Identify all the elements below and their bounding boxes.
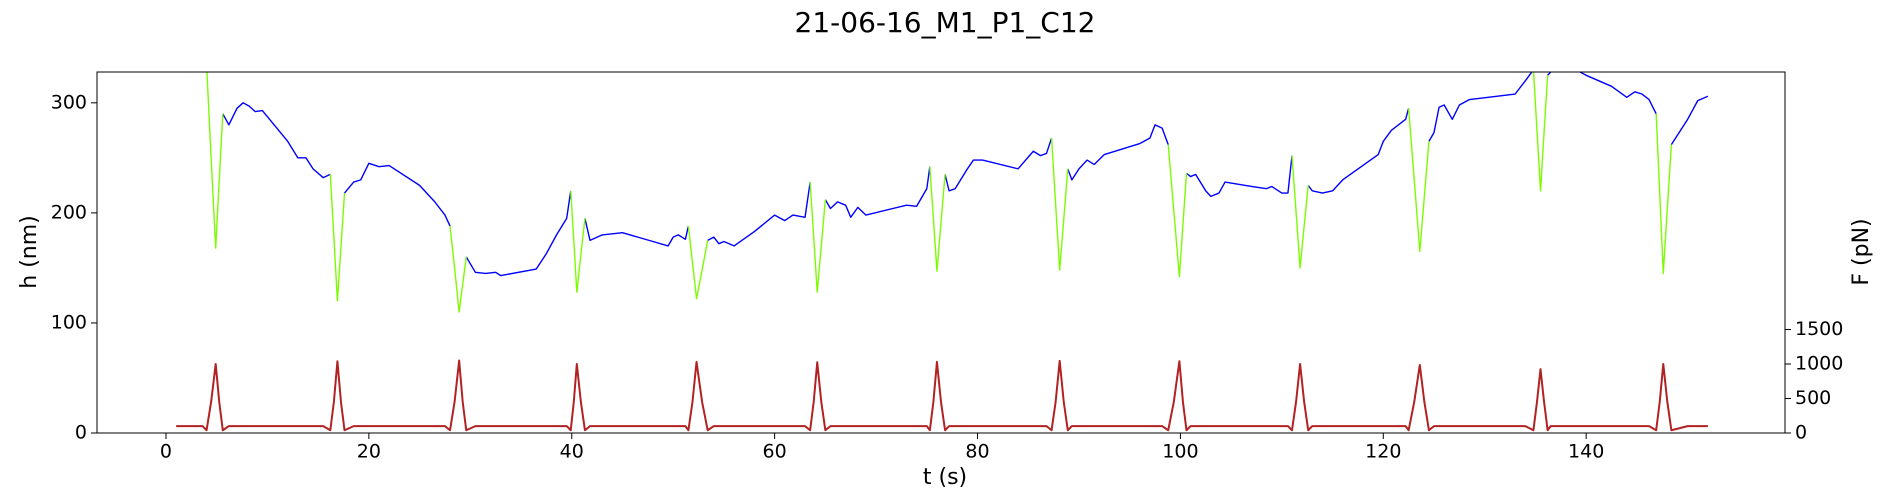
x-tick-label: 120 (1365, 441, 1401, 463)
x-axis-label: t (s) (923, 465, 967, 490)
x-tick-label: 40 (560, 441, 584, 463)
plot-area (176, 72, 1709, 432)
data-line (206, 72, 1673, 313)
plot-frame (96, 71, 1786, 434)
y2-tick-label: 1500 (1795, 318, 1843, 340)
x-tick-label: 100 (1162, 441, 1198, 463)
y2-tick-label: 1000 (1795, 353, 1843, 375)
data-line (176, 359, 1708, 432)
x-tick-label: 80 (965, 441, 989, 463)
y2-tick-label: 0 (1795, 422, 1807, 444)
y2-tick-label: 500 (1795, 387, 1831, 409)
y-tick-label: 0 (75, 422, 87, 444)
x-tick-label: 140 (1568, 441, 1604, 463)
chart-title: 21-06-16_M1_P1_C12 (795, 6, 1096, 39)
data-line (222, 72, 1709, 277)
y-tick-label: 100 (51, 311, 87, 333)
y-axis-label: h (nm) (17, 215, 42, 288)
y-tick-label: 200 (51, 201, 87, 223)
y2-axis-label: F (pN) (1849, 218, 1874, 285)
y-tick-label: 300 (51, 91, 87, 113)
x-tick-label: 20 (357, 441, 381, 463)
x-tick-label: 60 (763, 441, 787, 463)
x-tick-label: 0 (160, 441, 172, 463)
